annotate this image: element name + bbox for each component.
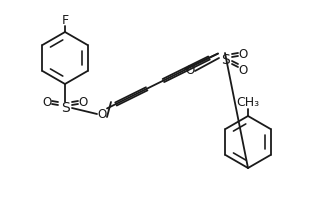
Text: CH₃: CH₃ (236, 97, 260, 109)
Text: O: O (97, 108, 107, 121)
Text: O: O (238, 49, 248, 62)
Text: O: O (78, 97, 88, 109)
Text: O: O (185, 63, 195, 76)
Text: S: S (221, 53, 229, 67)
Text: S: S (61, 101, 69, 115)
Text: F: F (61, 13, 69, 26)
Text: O: O (42, 97, 51, 109)
Text: O: O (238, 63, 248, 76)
